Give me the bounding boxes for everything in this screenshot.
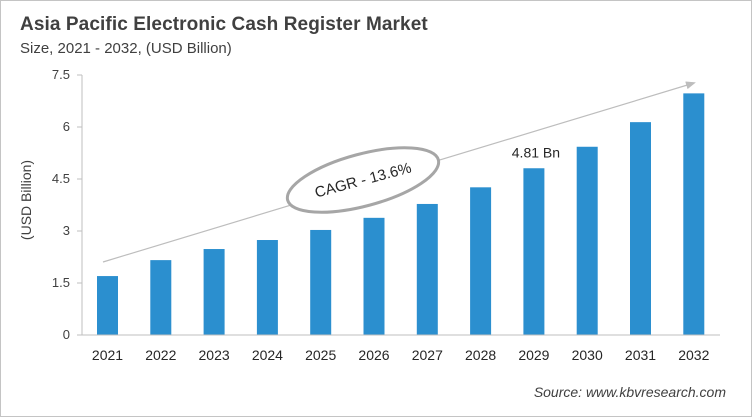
y-tick-label: 6 xyxy=(63,119,70,134)
source-credit: Source: www.kbvresearch.com xyxy=(533,384,726,400)
y-tick-label: 0 xyxy=(63,327,70,342)
bar-2022 xyxy=(150,260,172,335)
cagr-ellipse xyxy=(285,146,441,214)
x-tick-label: 2032 xyxy=(678,347,709,363)
chart-subtitle: Size, 2021 - 2032, (USD Billion) xyxy=(20,40,232,57)
x-tick-label: 2022 xyxy=(145,347,176,363)
bar-2030 xyxy=(576,146,598,335)
bar-2027 xyxy=(416,203,438,335)
bar-2029 xyxy=(523,168,545,335)
bar-2032 xyxy=(683,93,705,335)
bar-2031 xyxy=(630,122,651,335)
x-tick-label: 2029 xyxy=(518,347,549,363)
bar-2025 xyxy=(310,229,332,335)
bar-2026 xyxy=(363,217,385,335)
bar-2021 xyxy=(97,276,118,335)
x-tick-label: 2021 xyxy=(92,347,123,363)
bar-2023 xyxy=(203,249,225,335)
y-tick-label: 1.5 xyxy=(52,275,70,290)
cagr-callout: CAGR - 13.6% xyxy=(285,146,441,214)
bar-2024 xyxy=(256,240,278,335)
x-tick-label: 2025 xyxy=(305,347,336,363)
x-tick-label: 2027 xyxy=(412,347,443,363)
x-tick-label: 2024 xyxy=(252,347,283,363)
bars xyxy=(97,93,705,335)
bar-2028 xyxy=(470,187,492,335)
y-tick-label: 4.5 xyxy=(52,171,70,186)
x-tick-label: 2023 xyxy=(199,347,230,363)
y-axis: 0 1.5 3 4.5 6 7.5 xyxy=(52,67,83,342)
y-tick-label: 7.5 xyxy=(52,67,70,82)
x-tick-label: 2028 xyxy=(465,347,496,363)
x-tick-label: 2030 xyxy=(572,347,603,363)
x-tick-label: 2026 xyxy=(358,347,389,363)
y-tick-label: 3 xyxy=(63,223,70,238)
chart-title: Asia Pacific Electronic Cash Register Ma… xyxy=(20,14,428,35)
data-label-2029: 4.81 Bn xyxy=(512,144,560,160)
x-tick-label: 2031 xyxy=(625,347,656,363)
x-axis: 2021 2022 2023 2024 2025 2026 2027 2028 2029 2030… xyxy=(82,334,720,363)
